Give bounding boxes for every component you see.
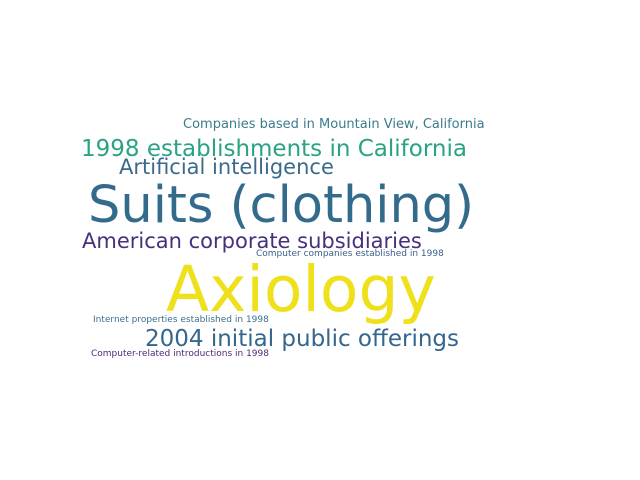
word-axiology: Axiology: [166, 253, 436, 326]
word-artificial-intelligence: Artificial intelligence: [119, 155, 334, 179]
word-companies-mountain-view: Companies based in Mountain View, Califo…: [183, 117, 485, 132]
word-internet-properties-1998: Internet properties established in 1998: [93, 315, 269, 325]
word-suits-clothing: Suits (clothing): [88, 176, 475, 235]
word-american-corporate-subsidiaries: American corporate subsidiaries: [82, 229, 422, 253]
word-2004-initial-public-offerings: 2004 initial public offerings: [145, 326, 459, 352]
word-1998-establishments-california: 1998 establishments in California: [81, 136, 467, 162]
word-computer-related-introductions-1998: Computer-related introductions in 1998: [91, 349, 269, 359]
word-computer-companies-1998: Computer companies established in 1998: [256, 249, 444, 259]
